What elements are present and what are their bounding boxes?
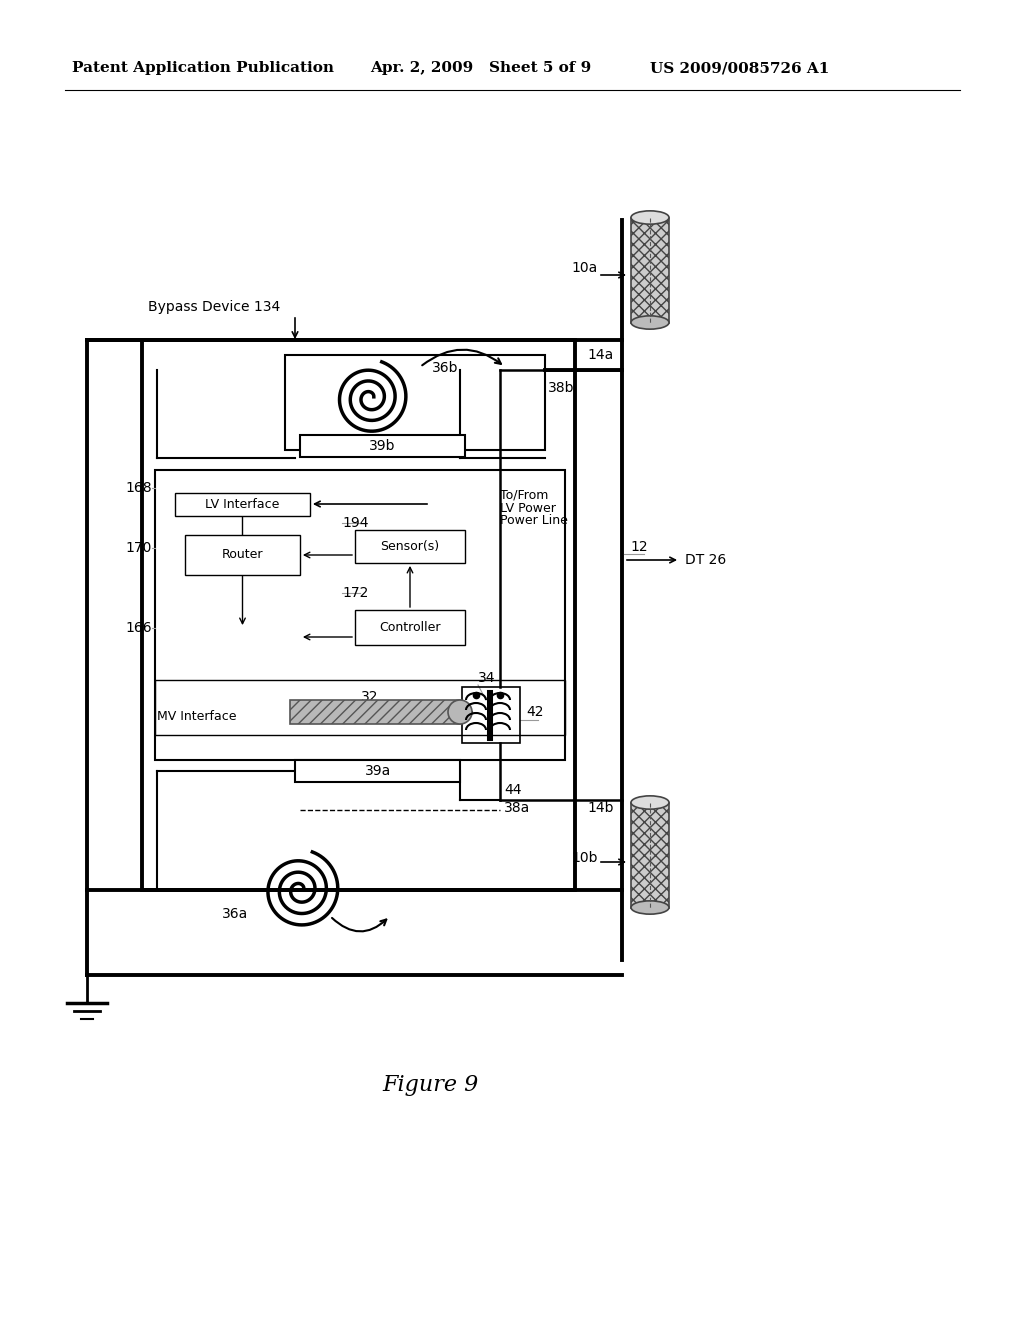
Text: Figure 9: Figure 9 bbox=[382, 1074, 478, 1096]
Text: 36a: 36a bbox=[222, 907, 248, 921]
Text: 38b: 38b bbox=[548, 381, 574, 395]
Text: 36b: 36b bbox=[432, 360, 459, 375]
Bar bbox=[355, 531, 465, 564]
Text: 14a: 14a bbox=[588, 348, 614, 362]
Text: 42: 42 bbox=[526, 705, 544, 719]
Text: 10b: 10b bbox=[571, 851, 598, 865]
Text: 10a: 10a bbox=[571, 261, 598, 275]
Bar bbox=[631, 803, 669, 908]
Text: Controller: Controller bbox=[379, 620, 440, 634]
Text: Patent Application Publication: Patent Application Publication bbox=[72, 61, 334, 75]
Text: 32: 32 bbox=[361, 690, 379, 704]
Text: LV Power: LV Power bbox=[500, 502, 556, 515]
Text: LV Interface: LV Interface bbox=[206, 498, 280, 511]
Text: 44: 44 bbox=[504, 783, 521, 797]
Text: Apr. 2, 2009   Sheet 5 of 9: Apr. 2, 2009 Sheet 5 of 9 bbox=[370, 61, 591, 75]
Text: 172: 172 bbox=[342, 586, 369, 601]
Text: 14b: 14b bbox=[588, 801, 614, 814]
Ellipse shape bbox=[631, 315, 669, 329]
Bar bbox=[631, 218, 669, 322]
Text: To/From: To/From bbox=[500, 488, 549, 502]
Ellipse shape bbox=[631, 796, 669, 809]
Text: 166: 166 bbox=[125, 620, 152, 635]
Bar bbox=[155, 470, 565, 760]
Text: 38a: 38a bbox=[504, 801, 530, 814]
Text: 194: 194 bbox=[342, 516, 369, 531]
Ellipse shape bbox=[631, 900, 669, 915]
Text: US 2009/0085726 A1: US 2009/0085726 A1 bbox=[650, 61, 829, 75]
Bar bbox=[300, 436, 465, 457]
Bar bbox=[175, 492, 310, 516]
Bar bbox=[290, 700, 460, 723]
Text: 170: 170 bbox=[126, 541, 152, 554]
Text: 39a: 39a bbox=[365, 764, 391, 777]
Text: Bypass Device 134: Bypass Device 134 bbox=[148, 300, 281, 314]
Text: 12: 12 bbox=[630, 540, 647, 554]
Text: Router: Router bbox=[222, 549, 263, 561]
Bar bbox=[142, 341, 575, 890]
Ellipse shape bbox=[631, 211, 669, 224]
Circle shape bbox=[449, 700, 472, 723]
Text: 168: 168 bbox=[125, 480, 152, 495]
Bar bbox=[355, 610, 465, 645]
Text: DT 26: DT 26 bbox=[685, 553, 726, 568]
Bar bbox=[185, 535, 300, 576]
Text: 34: 34 bbox=[478, 671, 496, 685]
Bar bbox=[285, 355, 545, 450]
Text: 39b: 39b bbox=[369, 440, 395, 453]
Text: MV Interface: MV Interface bbox=[158, 710, 237, 722]
Text: Power Line: Power Line bbox=[500, 515, 568, 528]
Bar bbox=[295, 760, 460, 781]
Text: Sensor(s): Sensor(s) bbox=[381, 540, 439, 553]
Bar bbox=[462, 686, 520, 743]
Bar bbox=[155, 680, 565, 735]
